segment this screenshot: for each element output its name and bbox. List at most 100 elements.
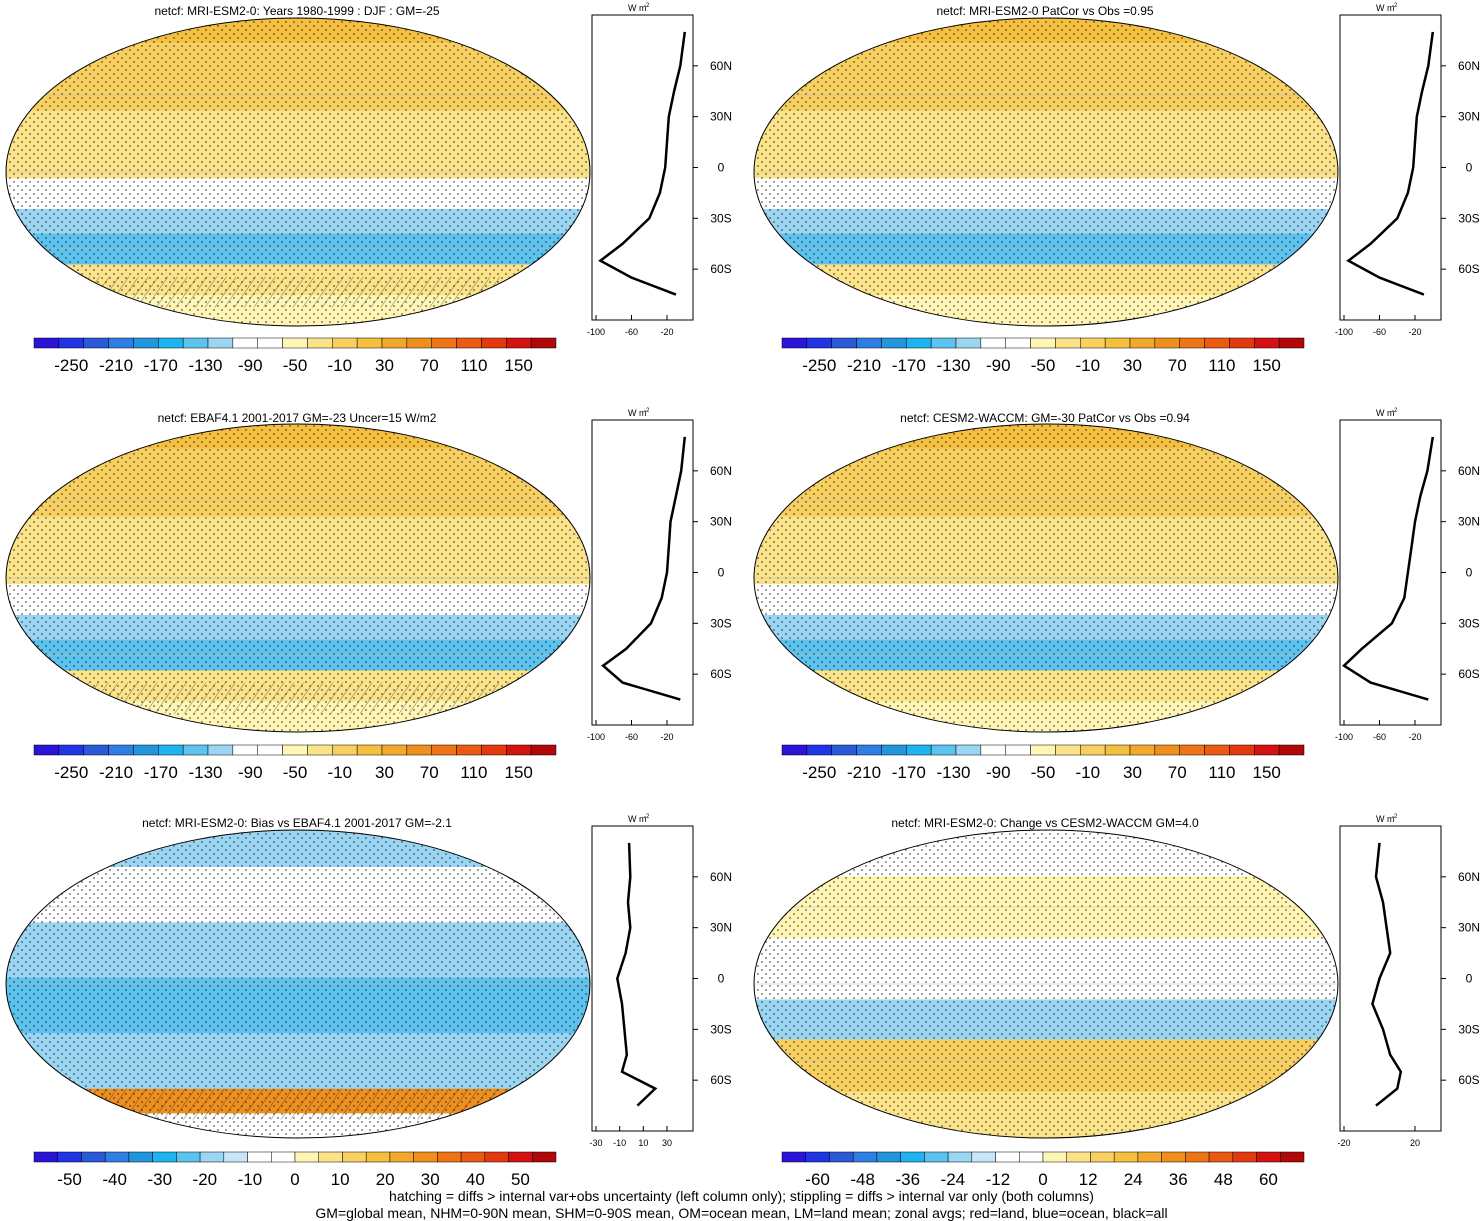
colorbar-swatch-5-15 (389, 1151, 414, 1163)
hatch-overlay-3 (6, 682, 590, 714)
lat-tick-label-3-4: 60S (710, 667, 731, 681)
colorbar-swatch-5-11 (294, 1151, 319, 1163)
panel-title-6: netcf: MRI-ESM2-0: Change vs CESM2-WACCM… (891, 816, 1199, 830)
colorbar-swatch-4-10 (1030, 744, 1056, 756)
colorbar-swatch-5-8 (223, 1151, 248, 1163)
panel-title-5: netcf: MRI-ESM2-0: Bias vs EBAF4.1 2001-… (142, 816, 452, 830)
zonal-xtick-label-2-0: -100 (1335, 327, 1353, 337)
colorbar-swatch-2-5 (906, 337, 932, 349)
colorbar-swatch-1-13 (356, 337, 383, 349)
colorbar-tick-label-2-6: -10 (1075, 356, 1100, 375)
colorbar-tick-label-1-6: -10 (327, 356, 352, 375)
lat-tick-label-5-0: 60N (710, 870, 732, 884)
lat-tick-label-4-1: 30N (1458, 515, 1480, 529)
colorbar-swatch-3-15 (406, 744, 432, 756)
colorbar-swatch-3-14 (381, 744, 408, 756)
lat-tick-label-1-3: 30S (710, 211, 731, 225)
colorbar-tick-label-2-8: 70 (1168, 356, 1187, 375)
colorbar-swatch-3-12 (332, 744, 358, 756)
colorbar-tick-label-1-7: 30 (375, 356, 394, 375)
colorbar-swatch-5-21 (532, 1151, 557, 1163)
colorbar-swatch-4-14 (1129, 744, 1156, 756)
zonal-plot-5: W m-2 60N 30N 0 30S 60S -30 -10 10 30 (589, 814, 732, 1148)
colorbar-swatch-6-15 (1137, 1151, 1162, 1163)
colorbar-swatch-3-8 (232, 744, 258, 756)
colorbar-tick-label-6-8: 36 (1169, 1170, 1188, 1189)
colorbar-swatch-5-20 (508, 1151, 533, 1163)
colorbar-swatch-2-8 (980, 337, 1006, 349)
lat-tick-label-3-3: 30S (710, 616, 731, 630)
colorbar-swatch-1-5 (158, 337, 184, 349)
colorbar-tick-label-2-5: -50 (1031, 356, 1056, 375)
panel-title-1: netcf: MRI-ESM2-0: Years 1980-1999 : DJF… (154, 4, 440, 18)
colorbar-swatch-1-17 (456, 337, 482, 349)
colorbar-tick-label-1-5: -50 (283, 356, 308, 375)
colorbar-swatch-4-12 (1080, 744, 1106, 756)
zonal-unit-6: W m (1376, 814, 1395, 824)
colorbar-swatch-6-18 (1208, 1151, 1234, 1163)
colorbar-tick-label-1-10: 150 (505, 356, 533, 375)
colorbar-tick-label-4-4: -90 (986, 763, 1011, 782)
colorbar-swatch-6-5 (900, 1151, 925, 1163)
zonal-frame-3 (591, 419, 694, 726)
colorbar-tick-label-3-7: 30 (375, 763, 394, 782)
colorbar-swatch-1-12 (332, 337, 358, 349)
zonal-unit-2: W m (1376, 3, 1395, 13)
colorbar-swatch-3-4 (133, 744, 159, 756)
colorbar-swatch-3-9 (257, 744, 283, 756)
colorbar-swatch-4-5 (906, 744, 932, 756)
lat-tick-label-3-2: 0 (718, 566, 725, 580)
colorbar-swatch-2-4 (881, 337, 907, 349)
colorbar-swatch-4-13 (1104, 744, 1131, 756)
footer-note-hatching: hatching = diffs > internal var+obs unce… (389, 1188, 1094, 1204)
colorbar-tick-label-1-1: -210 (99, 356, 133, 375)
zonal-mean-all-line-5 (616, 842, 658, 1107)
colorbar-swatch-5-6 (176, 1151, 201, 1163)
colorbar-swatch-1-20 (530, 337, 557, 349)
zonal-frame-2 (1339, 14, 1442, 321)
lat-tick-label-4-3: 30S (1458, 616, 1479, 630)
colorbar-swatch-3-13 (356, 744, 383, 756)
colorbar-swatch-6-11 (1042, 1151, 1067, 1163)
colorbar-tick-label-3-6: -10 (327, 763, 352, 782)
lat-tick-label-2-2: 0 (1466, 161, 1473, 175)
map-outline-2 (753, 17, 1339, 327)
colorbar-tick-label-5-1: -40 (102, 1170, 127, 1189)
colorbar-swatch-6-13 (1090, 1151, 1115, 1163)
lat-tick-label-1-1: 30N (710, 110, 732, 124)
colorbar-tick-label-2-4: -90 (986, 356, 1011, 375)
map-3 (6, 424, 590, 732)
colorbar-swatch-1-2 (83, 337, 109, 349)
colorbar-swatch-2-7 (955, 337, 982, 349)
colorbar-tick-label-2-7: 30 (1123, 356, 1142, 375)
zonal-xtick-label-5-0: -30 (589, 1138, 602, 1148)
colorbar-swatch-2-1 (806, 337, 832, 349)
zonal-xtick-label-2-1: -60 (1373, 327, 1386, 337)
colorbar-swatch-5-18 (460, 1151, 486, 1163)
zonal-plot-1: W m-2 60N 30N 0 30S 60S -100 -60 -20 (587, 3, 732, 337)
colorbar-tick-label-3-5: -50 (283, 763, 308, 782)
map-1 (6, 18, 590, 326)
colorbar-swatch-4-9 (1005, 744, 1031, 756)
zonal-xtick-label-3-2: -20 (660, 732, 673, 742)
colorbar-tick-label-5-3: -20 (193, 1170, 218, 1189)
colorbar-swatch-1-15 (406, 337, 432, 349)
zonal-unit-sup-4: -2 (1392, 408, 1398, 414)
colorbar-swatch-2-17 (1204, 337, 1230, 349)
zonal-frame-6 (1339, 825, 1442, 1132)
colorbar-swatch-1-1 (58, 337, 84, 349)
colorbar-swatch-1-16 (431, 337, 457, 349)
colorbar-swatch-1-7 (207, 337, 234, 349)
panel-title-4: netcf: CESM2-WACCM: GM=-30 PatCor vs Obs… (900, 411, 1190, 425)
colorbar-tick-label-2-1: -210 (847, 356, 881, 375)
zonal-plot-2: W m-2 60N 30N 0 30S 60S -100 -60 -20 (1335, 3, 1480, 337)
colorbar-swatch-3-7 (207, 744, 234, 756)
colorbar-swatch-1-11 (307, 337, 333, 349)
colorbar-tick-label-4-9: 110 (1208, 763, 1235, 782)
colorbar-tick-label-6-6: 12 (1079, 1170, 1098, 1189)
lat-tick-label-6-4: 60S (1458, 1073, 1479, 1087)
colorbar-tick-label-1-4: -90 (238, 356, 263, 375)
